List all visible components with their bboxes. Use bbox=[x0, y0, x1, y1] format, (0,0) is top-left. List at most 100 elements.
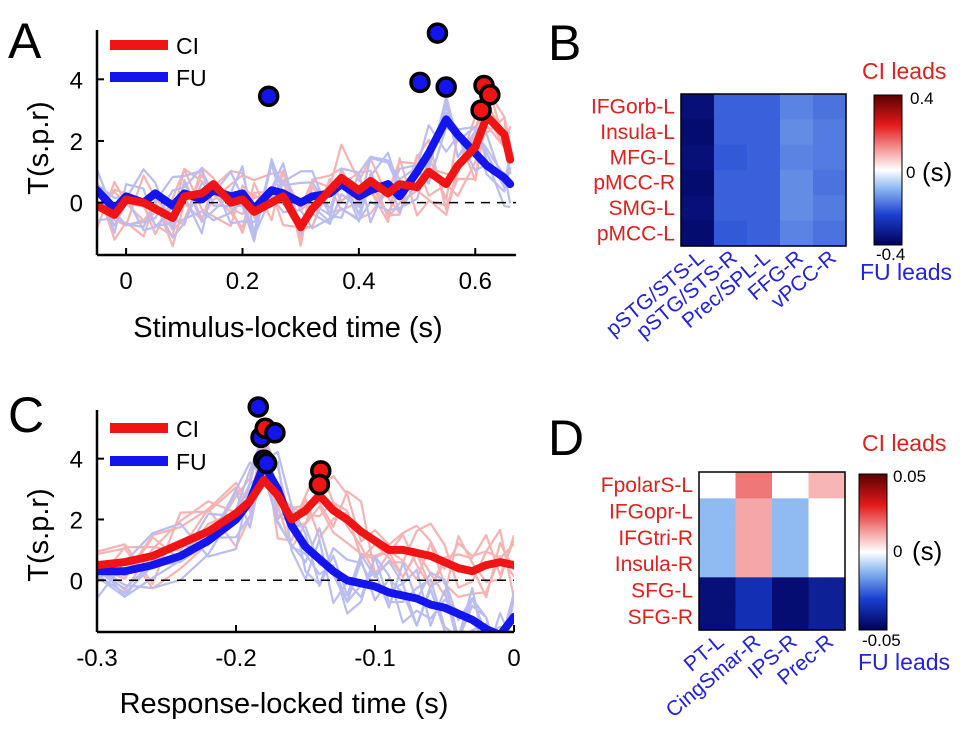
heatmap-cell bbox=[699, 577, 737, 605]
row-label: IFGopr-L bbox=[609, 501, 693, 524]
heatmap-cell bbox=[747, 119, 781, 146]
panel-label-d: D bbox=[548, 410, 584, 466]
row-label: IFGorb-L bbox=[591, 96, 675, 119]
heatmap-cell bbox=[813, 144, 847, 171]
x-tick-label: 0.6 bbox=[459, 268, 492, 295]
heatmap-cell bbox=[813, 220, 847, 247]
heatmap-cell bbox=[780, 170, 814, 196]
row-label: MFG-L bbox=[610, 146, 675, 169]
row-label: SMG-L bbox=[608, 197, 675, 220]
chart-c-legend: CI FU bbox=[110, 416, 207, 475]
heatmap-cell bbox=[772, 577, 810, 605]
heatmap-cell bbox=[714, 94, 748, 120]
heatmap-cell bbox=[714, 195, 748, 222]
x-tick-label: -0.2 bbox=[215, 645, 256, 672]
series-line-ci bbox=[97, 112, 515, 232]
heatmap-cell bbox=[735, 524, 773, 552]
chart-c-ylabel: T(s.p.r) bbox=[23, 488, 55, 581]
peak-marker-fu bbox=[426, 22, 449, 44]
heatmap-cell bbox=[780, 144, 814, 171]
heatmap-cell bbox=[699, 551, 737, 578]
individual-trace-ci bbox=[97, 434, 514, 599]
heatmap-cell bbox=[735, 603, 773, 631]
series-line-fu bbox=[97, 460, 514, 632]
legend-fu-label: FU bbox=[176, 449, 207, 475]
heatmap-cell bbox=[681, 94, 715, 120]
legend-ci-label: CI bbox=[176, 416, 199, 442]
peak-marker-ci bbox=[479, 83, 501, 106]
heatmap-cell bbox=[714, 220, 748, 247]
heatmap-cell bbox=[735, 577, 773, 605]
panel-label-b: B bbox=[548, 15, 581, 71]
heatmap-cell bbox=[735, 551, 773, 578]
individual-trace-fu bbox=[97, 124, 512, 235]
row-label: FpolarS-L bbox=[601, 474, 693, 497]
y-tick-label: 4 bbox=[70, 67, 83, 94]
heatmap-cell bbox=[747, 195, 781, 222]
heatmap-cell bbox=[714, 144, 748, 171]
heatmap-frame bbox=[680, 93, 847, 247]
peak-marker-fu bbox=[255, 452, 278, 474]
row-label: Insula-L bbox=[600, 121, 675, 144]
chart-a-xlabel: Stimulus-locked time (s) bbox=[133, 312, 442, 344]
heatmap-cell bbox=[772, 603, 810, 631]
series-line-ci bbox=[97, 475, 514, 576]
fu-leads-label-b: FU leads bbox=[860, 259, 952, 285]
heatmap-d-cells bbox=[698, 471, 846, 631]
colorbar-b-unit: (s) bbox=[922, 157, 952, 187]
ci-leads-label-d: CI leads bbox=[862, 430, 946, 456]
x-tick-label: 0.2 bbox=[226, 268, 259, 295]
individual-trace-ci bbox=[97, 103, 511, 248]
peak-marker-ci bbox=[308, 473, 331, 496]
heatmap-cell bbox=[808, 498, 846, 526]
peak-marker-ci bbox=[470, 99, 492, 121]
heatmap-cell bbox=[699, 472, 737, 499]
heatmap-cell bbox=[681, 220, 715, 247]
panel-label-a: A bbox=[8, 13, 42, 69]
heatmap-cell bbox=[681, 195, 715, 222]
heatmap-cell bbox=[714, 119, 748, 146]
heatmap-cell bbox=[808, 472, 846, 499]
legend-ci-label: CI bbox=[176, 33, 199, 59]
chart-a: 0 0.2 0.4 0.6 0 2 4 CI FU T(s.p.r) Stimulus-lo… bbox=[23, 22, 516, 344]
heatmap-cell bbox=[681, 170, 715, 196]
heatmap-cell bbox=[681, 119, 715, 146]
individual-trace-ci bbox=[97, 443, 514, 599]
heatmap-cell bbox=[735, 498, 773, 526]
peak-marker-fu bbox=[264, 422, 286, 444]
peak-marker-fu bbox=[409, 71, 431, 94]
heatmap-cell bbox=[735, 472, 773, 499]
individual-trace-ci bbox=[97, 80, 512, 231]
heatmap-cell bbox=[780, 119, 814, 146]
x-tick-label: -0.1 bbox=[354, 645, 395, 672]
individual-trace-fu bbox=[97, 430, 492, 632]
x-tick-label: 0 bbox=[119, 268, 132, 295]
colorbar-d-unit: (s) bbox=[912, 536, 942, 566]
x-tick-label: 0.4 bbox=[342, 268, 375, 295]
row-label: pMCC-L bbox=[597, 222, 675, 245]
heatmap-cell bbox=[681, 144, 715, 171]
heatmap-frame bbox=[698, 471, 846, 631]
heatmap-cell bbox=[772, 551, 810, 578]
heatmap-cell bbox=[747, 170, 781, 196]
y-tick-label: 0 bbox=[70, 568, 83, 595]
heatmap-b-cells bbox=[680, 93, 847, 247]
series-line-fu bbox=[97, 115, 515, 213]
heatmap-cell bbox=[808, 524, 846, 552]
row-label: SFG-L bbox=[631, 580, 693, 603]
heatmap-cell bbox=[772, 472, 810, 499]
heatmap-cell bbox=[699, 498, 737, 526]
panel-label-c: C bbox=[8, 387, 44, 443]
heatmap-b-colorbar bbox=[873, 94, 903, 246]
heatmap-cell bbox=[772, 524, 810, 552]
ci-leads-label-b: CI leads bbox=[862, 58, 946, 84]
peak-marker-fu bbox=[247, 396, 269, 418]
row-label: SFG-R bbox=[628, 606, 693, 629]
chart-a-legend: CI FU bbox=[110, 33, 207, 91]
heatmap-cell bbox=[813, 170, 847, 196]
heatmap-cell bbox=[808, 551, 846, 578]
colorbar-d-zero: 0 bbox=[893, 542, 902, 561]
heatmap-cell bbox=[772, 498, 810, 526]
